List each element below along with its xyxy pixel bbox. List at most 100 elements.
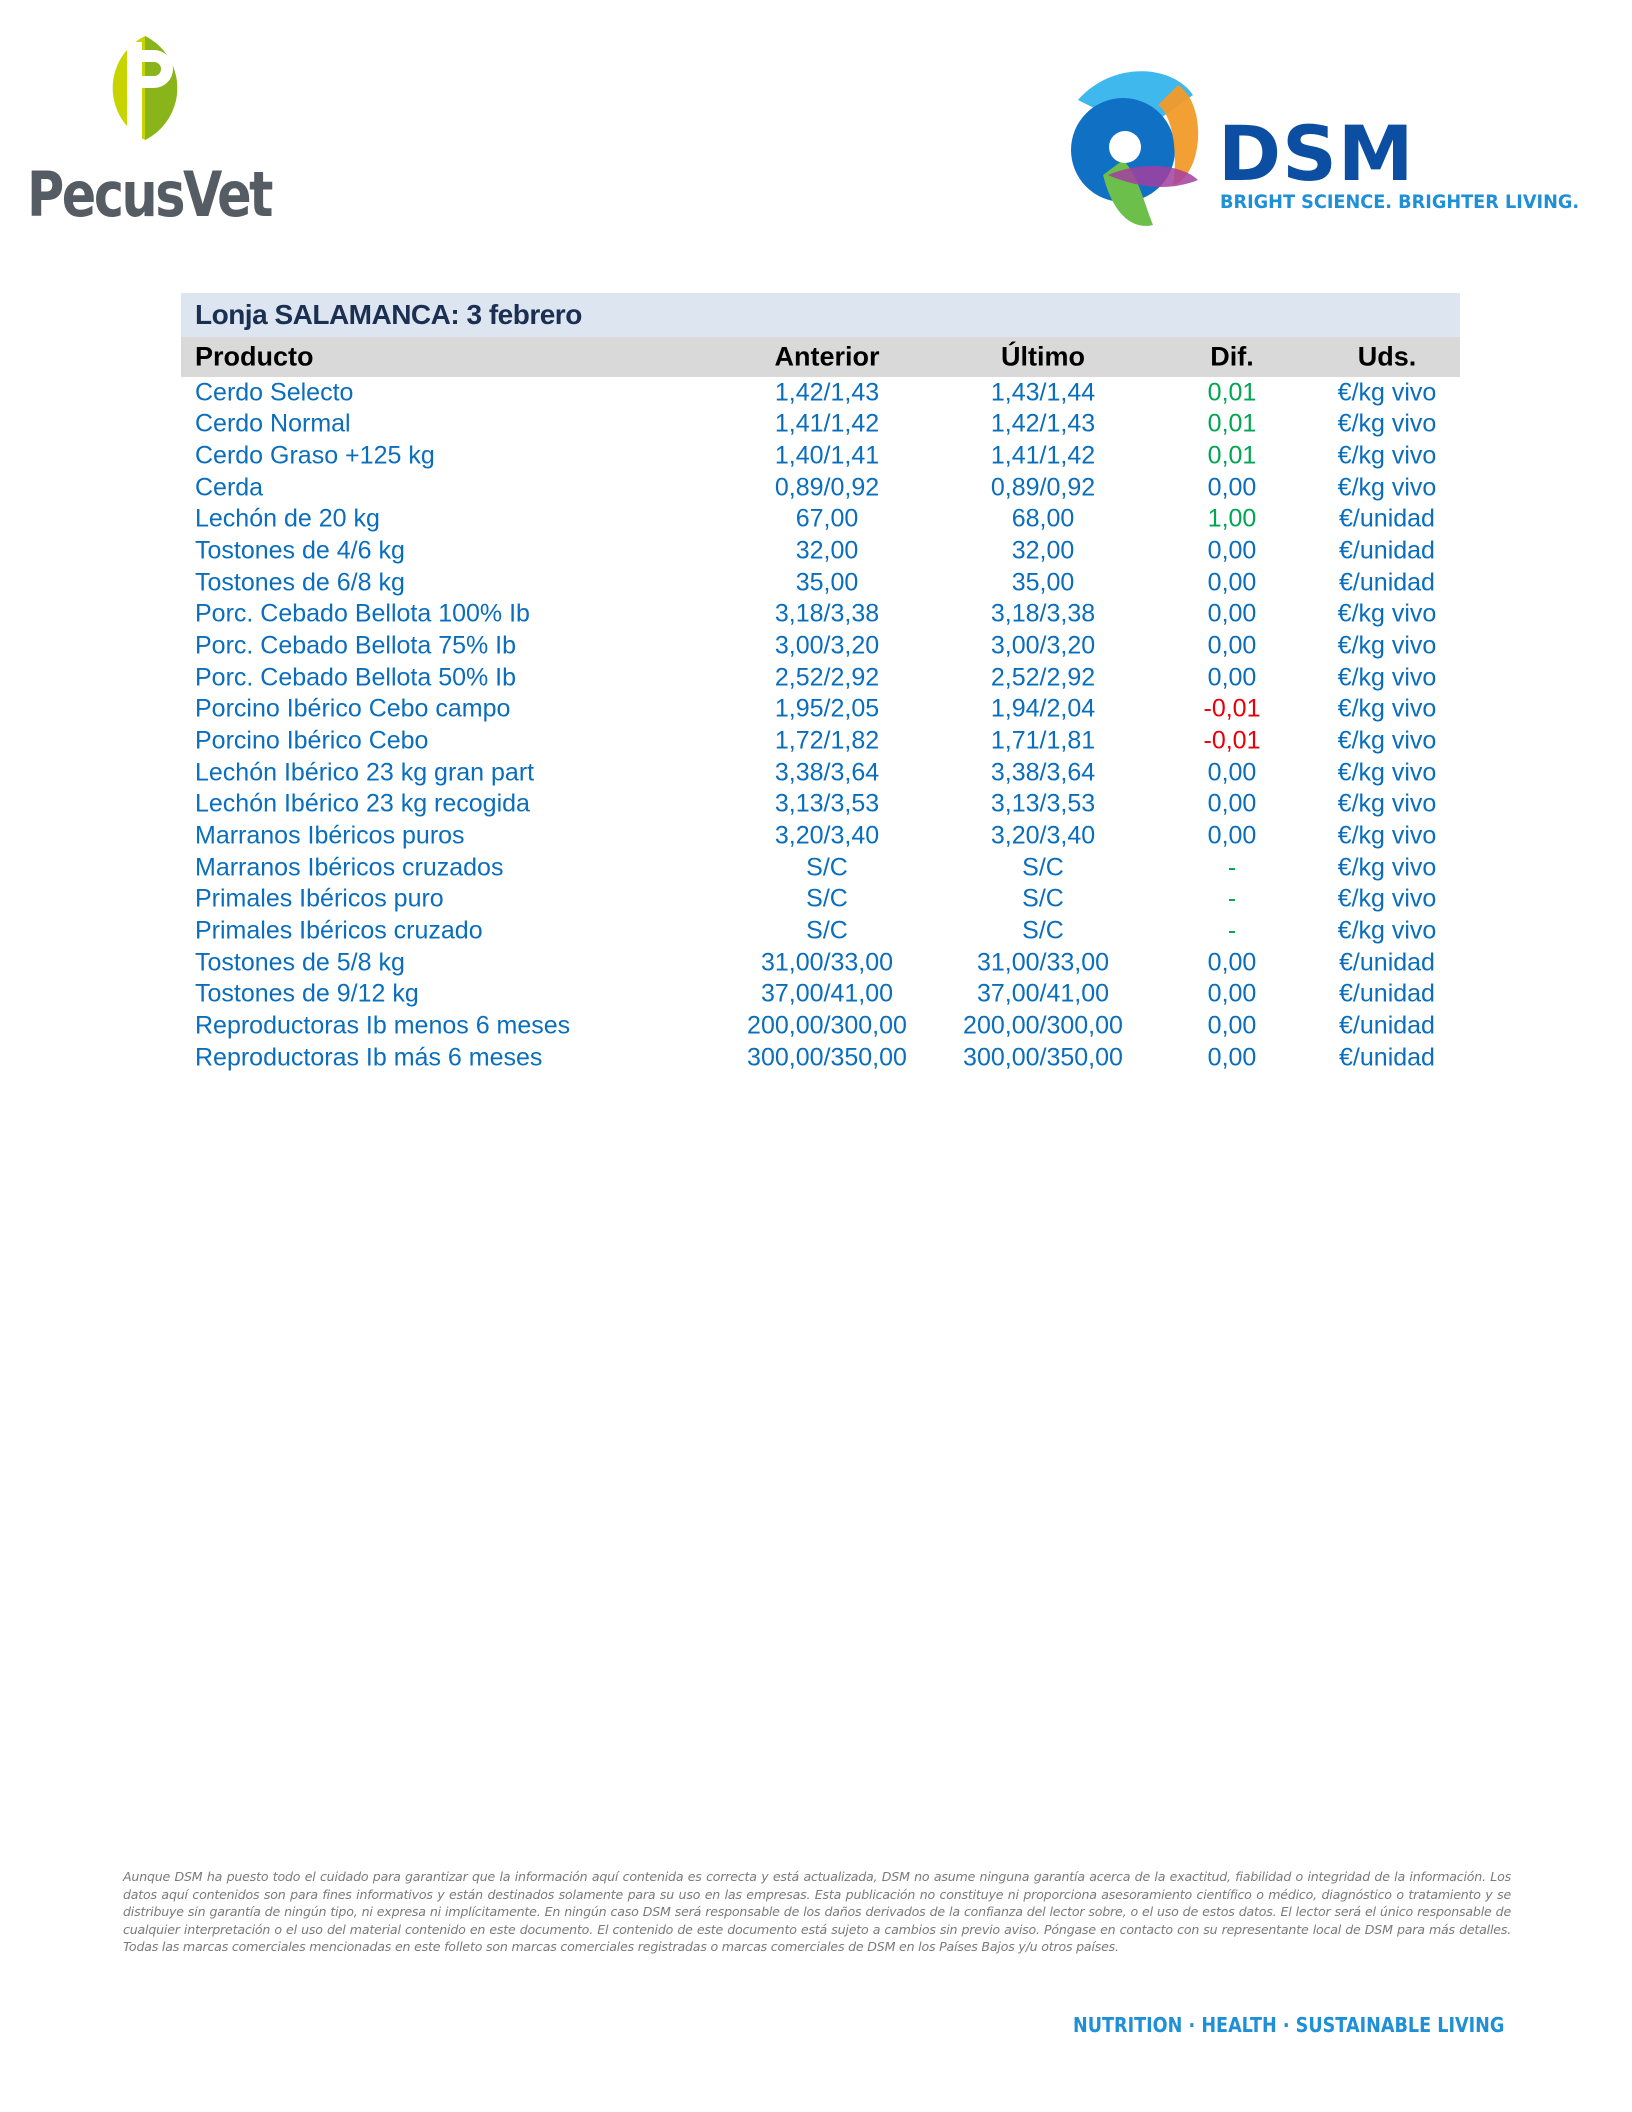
cell-uds: €/kg vivo <box>1337 441 1437 470</box>
table-row: Lechón Ibérico 23 kg gran part 3,38/3,64 3… <box>181 757 1460 789</box>
pecusvet-wordmark: PecusVet <box>27 158 273 231</box>
cell-uds: €/unidad <box>1339 504 1435 533</box>
table-row: Cerdo Graso +125 kg 1,40/1,41 1,41/1,42 0,0… <box>181 440 1460 472</box>
dsm-swirl-icon <box>1071 71 1199 226</box>
table-row: Porc. Cebado Bellota 75% Ib 3,00/3,20 3,00… <box>181 630 1460 662</box>
cell-ultimo: 1,42/1,43 <box>990 409 1096 438</box>
cell-producto: Tostones de 9/12 kg <box>195 979 419 1008</box>
cell-ultimo: 1,71/1,81 <box>990 726 1096 755</box>
cell-ultimo: 300,00/350,00 <box>963 1043 1123 1072</box>
cell-ultimo: S/C <box>1022 884 1064 913</box>
cell-dif: 0,00 <box>1207 663 1257 692</box>
cell-dif: 1,00 <box>1207 504 1257 533</box>
cell-dif: 0,00 <box>1207 631 1257 660</box>
table-row: Cerda 0,89/0,92 0,89/0,92 0,00 €/kg vivo <box>181 472 1460 504</box>
pecusvet-p-icon <box>112 36 178 140</box>
header-ultimo: Último <box>1001 341 1085 372</box>
cell-ultimo: S/C <box>1022 853 1064 882</box>
disclaimer-text: Aunque DSM ha puesto todo el cuidado par… <box>123 1869 1511 1954</box>
table-row: Porc. Cebado Bellota 100% Ib 3,18/3,38 3,1… <box>181 599 1460 631</box>
cell-producto: Porcino Ibérico Cebo <box>195 726 429 755</box>
cell-producto: Tostones de 6/8 kg <box>195 568 405 597</box>
cell-ultimo: 200,00/300,00 <box>963 1011 1123 1040</box>
cell-uds: €/kg vivo <box>1337 631 1437 660</box>
cell-dif: 0,00 <box>1207 599 1257 628</box>
cell-anterior: S/C <box>806 916 848 945</box>
cell-producto: Porcino Ibérico Cebo campo <box>195 694 511 723</box>
cell-dif: - <box>1227 853 1237 882</box>
cell-producto: Lechón Ibérico 23 kg recogida <box>195 789 530 818</box>
table-row: Lechón Ibérico 23 kg recogida 3,13/3,53 3,… <box>181 789 1460 821</box>
cell-producto: Tostones de 4/6 kg <box>195 536 405 565</box>
cell-dif: 0,00 <box>1207 536 1257 565</box>
cell-ultimo: 37,00/41,00 <box>976 979 1110 1008</box>
cell-dif: - <box>1227 916 1237 945</box>
table-row: Porcino Ibérico Cebo campo 1,95/2,05 1,94/… <box>181 694 1460 726</box>
pecusvet-logo: PecusVet <box>27 36 273 231</box>
cell-uds: €/kg vivo <box>1337 663 1437 692</box>
cell-uds: €/kg vivo <box>1337 473 1437 502</box>
cell-uds: €/unidad <box>1339 1043 1435 1072</box>
table-row: Tostones de 4/6 kg 32,00 32,00 0,00 €/unidad <box>181 535 1460 567</box>
cell-producto: Reproductoras Ib menos 6 meses <box>195 1011 571 1040</box>
cell-producto: Lechón Ibérico 23 kg gran part <box>195 758 535 787</box>
cell-producto: Primales Ibéricos puro <box>195 884 444 913</box>
cell-ultimo: 3,20/3,40 <box>990 821 1096 850</box>
header-producto: Producto <box>195 341 314 372</box>
table-row: Cerdo Normal 1,41/1,42 1,42/1,43 0,01 €/kg v… <box>181 409 1460 441</box>
cell-dif: 0,00 <box>1207 948 1257 977</box>
table-row: Tostones de 9/12 kg 37,00/41,00 37,00/41,0… <box>181 978 1460 1010</box>
cell-anterior: 31,00/33,00 <box>760 948 894 977</box>
cell-anterior: 3,00/3,20 <box>774 631 880 660</box>
cell-anterior: 0,89/0,92 <box>774 473 880 502</box>
cell-dif: -0,01 <box>1203 694 1261 723</box>
cell-dif: 0,00 <box>1207 1043 1257 1072</box>
cell-uds: €/unidad <box>1339 948 1435 977</box>
footer-tagline: NUTRITION · HEALTH · SUSTAINABLE LIVING <box>1073 2013 1505 2037</box>
table-row: Marranos Ibéricos puros 3,20/3,40 3,20/3,4… <box>181 820 1460 852</box>
cell-dif: 0,00 <box>1207 568 1257 597</box>
cell-producto: Cerdo Graso +125 kg <box>195 441 435 470</box>
cell-ultimo: S/C <box>1022 916 1064 945</box>
cell-producto: Cerdo Selecto <box>195 378 354 407</box>
cell-producto: Marranos Ibéricos puros <box>195 821 465 850</box>
cell-ultimo: 3,38/3,64 <box>990 758 1096 787</box>
cell-dif: 0,00 <box>1207 821 1257 850</box>
cell-dif: 0,01 <box>1207 378 1257 407</box>
cell-ultimo: 3,00/3,20 <box>990 631 1096 660</box>
cell-anterior: 32,00 <box>795 536 859 565</box>
cell-anterior: S/C <box>806 853 848 882</box>
table-header-row: Producto Anterior Último Dif. Uds. <box>181 337 1460 377</box>
table-row: Tostones de 6/8 kg 35,00 35,00 0,00 €/unidad <box>181 567 1460 599</box>
cell-anterior: 1,42/1,43 <box>774 378 880 407</box>
cell-uds: €/unidad <box>1339 1011 1435 1040</box>
table-row: Porcino Ibérico Cebo 1,72/1,82 1,71/1,81 -0… <box>181 725 1460 757</box>
dsm-logo: DSM BRIGHT SCIENCE. BRIGHTER LIVING. <box>1063 65 1579 235</box>
cell-anterior: 3,20/3,40 <box>774 821 880 850</box>
cell-ultimo: 1,43/1,44 <box>990 378 1096 407</box>
table-row: Primales Ibéricos puro S/C S/C - €/kg vivo <box>181 884 1460 916</box>
table-row: Porc. Cebado Bellota 50% Ib 2,52/2,92 2,52… <box>181 662 1460 694</box>
cell-anterior: 3,38/3,64 <box>774 758 880 787</box>
cell-uds: €/unidad <box>1339 536 1435 565</box>
cell-dif: -0,01 <box>1203 726 1261 755</box>
table-row: Cerdo Selecto 1,42/1,43 1,43/1,44 0,01 €/kg … <box>181 377 1460 409</box>
cell-uds: €/kg vivo <box>1337 694 1437 723</box>
table-row: Reproductoras Ib más 6 meses 300,00/350,0… <box>181 1042 1460 1074</box>
header-uds: Uds. <box>1357 341 1417 372</box>
dsm-wordmark: DSM <box>1218 109 1415 198</box>
table-row: Reproductoras Ib menos 6 meses 200,00/300… <box>181 1010 1460 1042</box>
cell-uds: €/kg vivo <box>1337 916 1437 945</box>
table-title-band: Lonja SALAMANCA: 3 febrero <box>181 293 1460 337</box>
header-dif: Dif. <box>1210 341 1254 372</box>
cell-producto: Lechón de 20 kg <box>195 504 380 533</box>
cell-ultimo: 1,41/1,42 <box>990 441 1096 470</box>
cell-uds: €/kg vivo <box>1337 726 1437 755</box>
cell-producto: Porc. Cebado Bellota 75% Ib <box>195 631 517 660</box>
cell-uds: €/kg vivo <box>1337 821 1437 850</box>
cell-uds: €/kg vivo <box>1337 599 1437 628</box>
cell-anterior: 200,00/300,00 <box>747 1011 907 1040</box>
cell-uds: €/kg vivo <box>1337 409 1437 438</box>
cell-producto: Tostones de 5/8 kg <box>195 948 405 977</box>
cell-anterior: 35,00 <box>795 568 859 597</box>
